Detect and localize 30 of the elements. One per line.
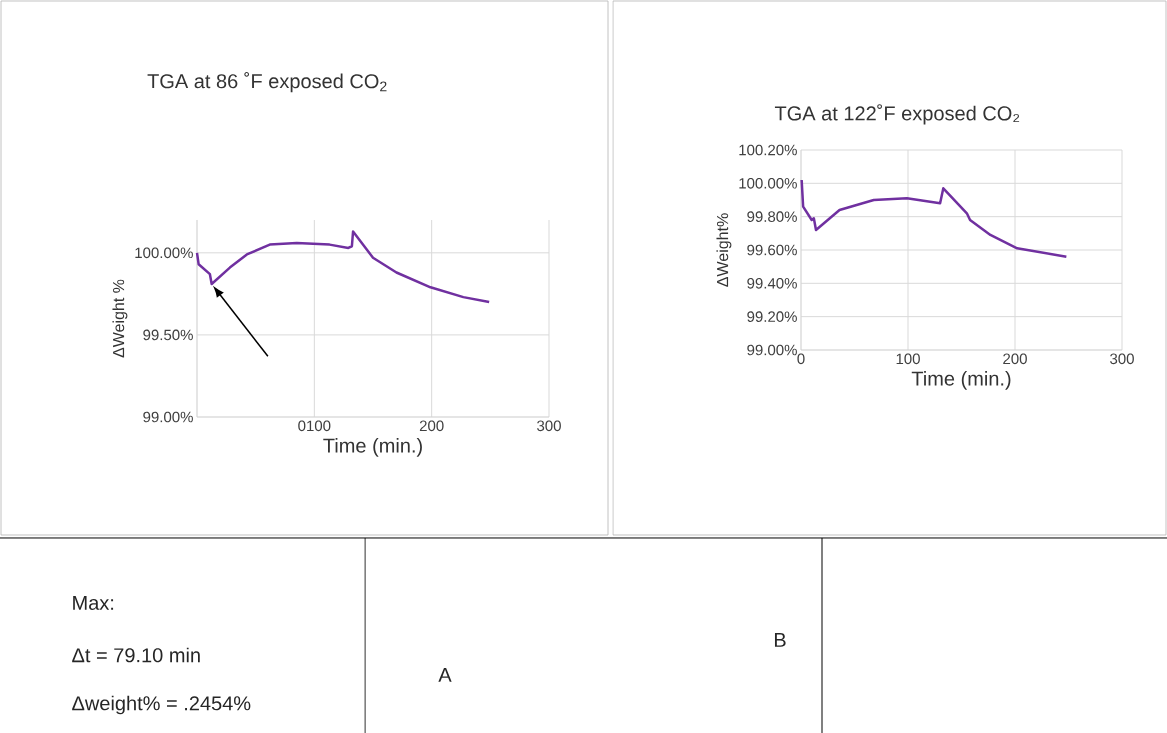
y-tick-label: 99.00% — [143, 411, 193, 423]
text: Δt = 79.10 min — [72, 647, 200, 663]
y-tick-label: 100.00% — [739, 178, 797, 189]
text: A — [438, 668, 452, 682]
chart-title: TGA at 122˚F exposed CO₂ — [774, 104, 1020, 125]
text: Max: — [73, 596, 114, 610]
y-tick-label: 99.60% — [747, 244, 797, 256]
line-series — [800, 178, 1068, 258]
y-tick-label: 99.50% — [143, 329, 193, 341]
y-tick-label: 100.00% — [135, 247, 193, 259]
x-tick-label: 100 — [896, 353, 920, 365]
y-tick-label: 100.20% — [739, 144, 797, 156]
text: B — [774, 633, 786, 647]
x-tick-label: 0 — [797, 353, 805, 365]
text: Δweight% = .2454% — [72, 695, 251, 715]
line-series — [195, 230, 491, 304]
y-tick-label: 99.40% — [747, 278, 797, 289]
x-tick-label: 200 — [1003, 353, 1027, 365]
x-tick-label: 300 — [537, 420, 561, 432]
y-tick-label: 99.00% — [747, 344, 797, 356]
y-axis-title: ΔWeight% — [716, 213, 732, 287]
y-tick-label: 99.20% — [747, 311, 797, 322]
x-tick-label: 300 — [1110, 353, 1134, 365]
x-tick-label: 0100 — [298, 420, 331, 432]
y-axis-title: ΔWeight % — [112, 279, 128, 358]
x-axis-title: Time (min.) — [323, 438, 422, 457]
x-axis-title: Time (min.) — [911, 371, 1011, 390]
x-tick-label: 200 — [419, 420, 444, 432]
chart-title: TGA at 86 ˚F exposed CO$_{2}$ — [147, 71, 387, 93]
y-tick-label: 99.80% — [747, 211, 797, 222]
